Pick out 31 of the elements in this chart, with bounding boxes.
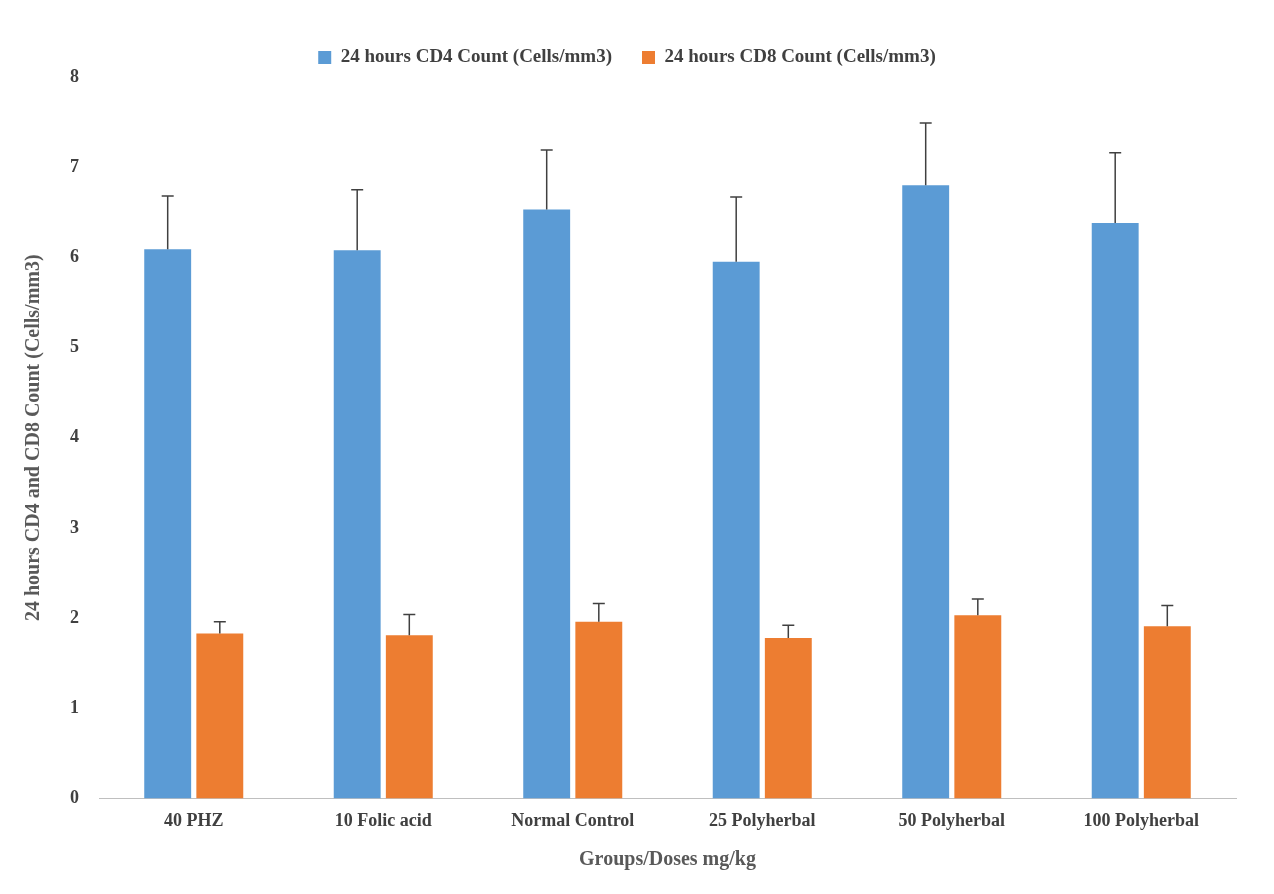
- bar: [144, 249, 192, 799]
- x-tick-label: 100 Polyherbal: [1083, 809, 1199, 830]
- legend-label: 24 hours CD4 Count (Cells/mm3): [340, 45, 612, 68]
- bar: [712, 261, 760, 799]
- y-tick-label: 3: [70, 516, 79, 537]
- bar: [196, 633, 244, 799]
- bar: [385, 635, 433, 799]
- y-tick-label: 7: [70, 155, 79, 176]
- bar: [333, 250, 381, 799]
- y-tick-label: 2: [70, 606, 79, 627]
- x-axis-title: Groups/Doses mg/kg: [579, 847, 756, 871]
- legend-label: 24 hours CD8 Count (Cells/mm3): [664, 45, 936, 68]
- bar: [1143, 626, 1191, 799]
- y-tick-label: 1: [70, 696, 79, 717]
- y-axis-title: 24 hours CD4 and CD8 Count (Cells/mm3): [21, 254, 45, 622]
- x-tick-label: Normal Control: [511, 809, 635, 830]
- y-tick-label: 6: [70, 246, 79, 267]
- bar: [523, 209, 571, 799]
- y-tick-label: 8: [70, 65, 79, 86]
- bar: [575, 621, 623, 799]
- x-tick-label: 40 PHZ: [163, 809, 224, 830]
- y-tick-label: 0: [70, 787, 79, 808]
- y-tick-label: 5: [70, 336, 79, 357]
- bar: [764, 637, 812, 799]
- x-tick-label: 50 Polyherbal: [898, 809, 1005, 830]
- x-tick-label: 10 Folic acid: [334, 809, 432, 830]
- x-tick-label: 25 Polyherbal: [709, 809, 816, 830]
- bar: [902, 185, 950, 799]
- bar: [1091, 223, 1139, 799]
- y-tick-label: 4: [70, 426, 79, 447]
- bar: [954, 615, 1002, 799]
